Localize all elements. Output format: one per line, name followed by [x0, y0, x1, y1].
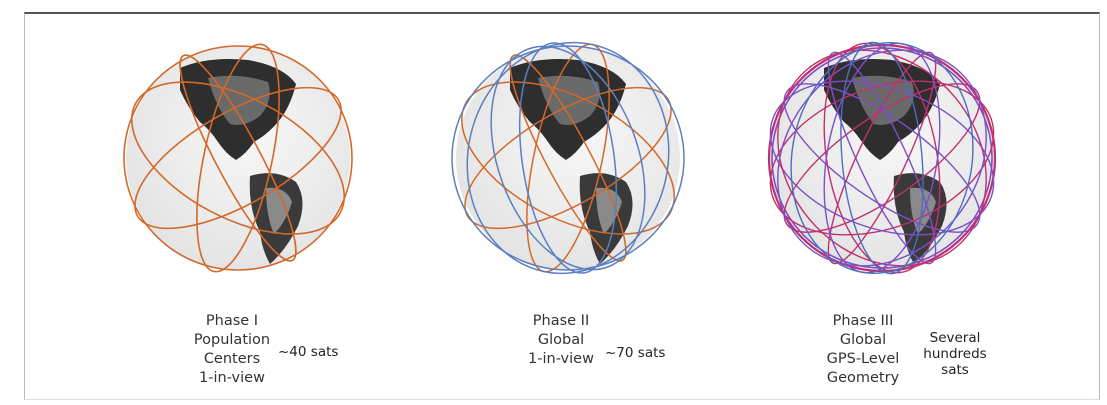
orbit-lines-blue	[451, 41, 685, 275]
phase-2-line-2: Global	[537, 332, 585, 348]
north-america-interior	[852, 75, 914, 125]
phase-1-globe-graphic	[123, 43, 353, 273]
phase-3-caption: Phase III Global GPS-Level Geometry	[808, 312, 918, 388]
phase-2-globe	[448, 38, 688, 278]
orbit-lines	[123, 43, 353, 273]
phase-2-caption: Phase II Global 1-in-view	[506, 312, 616, 369]
phase-1-line-3: Centers	[203, 351, 261, 367]
phase-2-globe-graphic	[451, 41, 685, 275]
phase-3-title: Phase III	[832, 313, 894, 329]
phase-1-title: Phase I	[205, 313, 259, 329]
phase-1-count-text: ~40 sats	[278, 344, 339, 360]
phase-1-count: ~40 sats	[278, 344, 338, 360]
phase-1-line-2: Population	[193, 332, 271, 348]
phase-3-count-line-3: sats	[941, 362, 969, 378]
phase-3-count-line-2: hundreds	[923, 346, 987, 362]
phase-1-caption: Phase I Population Centers 1-in-view	[172, 312, 292, 388]
phase-2-count-text: ~70 sats	[605, 345, 666, 361]
phase-3-globe	[762, 38, 1002, 278]
phase-2-title: Phase II	[532, 313, 590, 329]
phase-1-line-4: 1-in-view	[199, 370, 265, 386]
phase-3-globe-graphic	[767, 41, 997, 275]
phase-3-count: Several hundreds sats	[914, 330, 996, 378]
phase-1-globe	[118, 38, 358, 278]
phase-3-line-3: GPS-Level	[826, 351, 900, 367]
phase-3-line-2: Global	[839, 332, 887, 348]
orbit-lines-dense	[767, 41, 997, 275]
phase-3-line-4: Geometry	[826, 370, 900, 386]
south-america-interior	[266, 187, 292, 234]
phase-3-count-line-1: Several	[929, 330, 981, 346]
orbit-lines-orange	[461, 43, 675, 273]
south-america-interior	[596, 187, 622, 234]
phase-2-count: ~70 sats	[605, 345, 665, 361]
phase-2-line-3: 1-in-view	[528, 351, 594, 367]
